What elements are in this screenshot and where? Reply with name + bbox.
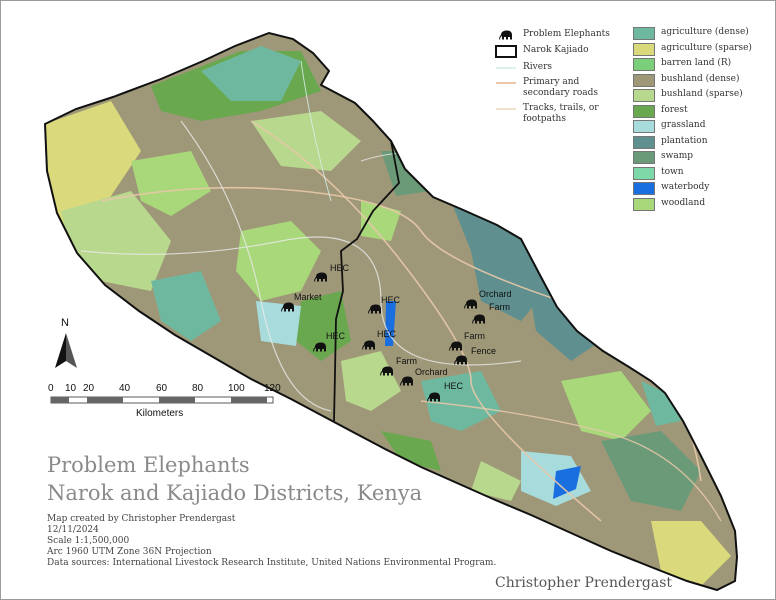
scale-tick: 100	[228, 383, 245, 394]
map-subtitle: Narok and Kajiado Districts, Kenya	[47, 481, 423, 505]
place-label: HEC	[326, 331, 346, 341]
river-swatch	[496, 67, 516, 69]
district-divider	[333, 140, 400, 422]
place-label: HEC	[444, 381, 464, 391]
place-labels: HEC Market HEC HEC HEC Orchard Farm Farm…	[294, 263, 512, 391]
meta-line: Arc 1960 UTM Zone 36N Projection	[47, 547, 212, 557]
scale-tick: 120	[264, 383, 281, 394]
legend-swatch	[633, 58, 655, 71]
road-swatch	[496, 82, 516, 84]
legend-label: grassland	[661, 120, 706, 130]
legend-label: Tracks, trails, or footpaths	[523, 103, 599, 124]
meta-line: Map created by Christopher Prendergast	[47, 514, 236, 524]
map-metadata: Map created by Christopher Prendergast 1…	[47, 514, 496, 569]
legend-swatch	[633, 166, 655, 180]
legend-label: woodland	[661, 197, 706, 208]
legend-swatch	[633, 27, 655, 40]
place-label: Fence	[471, 346, 496, 356]
legend-label: waterbody	[661, 182, 710, 192]
place-label: Orchard	[415, 367, 448, 377]
track-swatch	[496, 108, 516, 110]
legend-swatch	[633, 42, 655, 56]
meta-line: 12/11/2024	[47, 525, 99, 535]
place-label: Farm	[489, 302, 510, 312]
scale-tick: 10	[65, 383, 77, 394]
scale-bar: 0 10 20 40 60 80 100 120 Kilometers	[48, 383, 281, 419]
legend-label: swamp	[661, 151, 693, 161]
legend-swatch	[633, 120, 655, 133]
legend-label: bushland (sparse)	[661, 89, 743, 99]
place-label: Farm	[396, 356, 417, 366]
legend-label: plantation	[661, 135, 708, 146]
meta-line: Data sources: International Livestock Re…	[47, 558, 497, 568]
place-label: Orchard	[479, 289, 512, 299]
legend-label: Narok Kajiado	[523, 45, 589, 55]
place-label: HEC	[377, 329, 397, 339]
legend-label: agriculture (sparse)	[661, 42, 752, 53]
scale-tick: 40	[119, 383, 131, 394]
scale-tick: 80	[192, 383, 204, 394]
legend-label: town	[661, 166, 684, 177]
scale-tick: 60	[156, 383, 168, 394]
place-label: Market	[294, 292, 322, 302]
legend-label: agriculture (dense)	[661, 27, 749, 37]
scale-tick: 20	[83, 383, 95, 394]
legend-swatch	[633, 197, 655, 211]
legend-swatch	[633, 89, 655, 102]
legend-label: forest	[661, 104, 688, 115]
district-boundary	[43, 31, 739, 592]
legend-label: Problem Elephants	[523, 29, 610, 39]
place-label: HEC	[330, 263, 350, 273]
legend-label: Primary and secondary roads	[523, 77, 599, 98]
legend-swatch	[633, 104, 655, 118]
legend-label: bushland (dense)	[661, 73, 740, 84]
legend-label: barren land (R)	[661, 58, 732, 68]
scale-tick: 0	[48, 383, 54, 394]
legend-swatch	[633, 135, 655, 149]
legend-swatch	[633, 151, 655, 164]
place-label: Farm	[464, 331, 485, 341]
elephant-icon	[499, 30, 512, 40]
scale-unit: Kilometers	[136, 408, 183, 419]
author-credit: Christopher Prendergast	[495, 575, 673, 591]
north-arrow: N	[55, 317, 77, 368]
place-label: HEC	[381, 295, 401, 305]
legend-swatch	[633, 182, 655, 195]
meta-line: Scale 1:1,500,000	[47, 536, 130, 546]
north-label: N	[61, 317, 69, 329]
map-title: Problem Elephants	[47, 453, 250, 477]
legend-swatch	[633, 73, 655, 87]
legend-label: Rivers	[523, 62, 552, 72]
boundary-swatch	[495, 45, 517, 58]
